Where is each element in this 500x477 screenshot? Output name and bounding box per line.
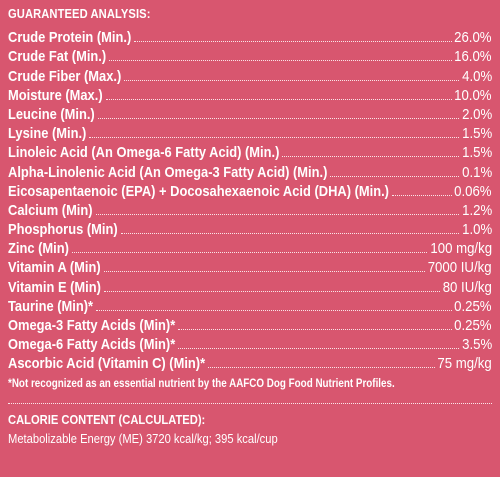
calorie-value: Metabolizable Energy (ME) 3720 kcal/kg; … [8,431,278,447]
calorie-heading: CALORIE CONTENT (CALCULATED): [8,412,206,428]
nutrient-row: Omega-6 Fatty Acids (Min)* 3.5% [8,335,492,354]
dot-leader [208,367,435,369]
nutrient-row: Vitamin A (Min) 7000 IU/kg [8,258,492,277]
nutrient-label: Linoleic Acid (An Omega-6 Fatty Acid) (M… [8,144,280,162]
nutrient-row: Calcium (Min) 1.2% [8,201,492,220]
nutrient-label: Phosphorus (Min) [8,221,118,239]
dot-leader [103,271,426,273]
dot-leader [330,175,459,177]
nutrient-value: 80 IU/kg [442,278,492,296]
nutrient-row: Zinc (Min) 100 mg/kg [8,239,492,258]
dot-leader [105,98,452,100]
section-divider [8,403,492,405]
dot-leader [89,137,459,139]
dot-leader [109,60,452,62]
dot-leader [178,329,452,330]
nutrient-label: Omega-6 Fatty Acids (Min)* [8,336,176,354]
nutrient-value: 1.0% [461,221,492,239]
nutrient-value: 75 mg/kg [437,355,492,373]
dot-leader [96,309,452,311]
nutrient-label: Lysine (Min.) [8,125,87,143]
nutrient-row: Alpha-Linolenic Acid (An Omega-3 Fatty A… [8,162,492,181]
nutrient-row: Lysine (Min.) 1.5% [8,124,492,143]
nutrient-value: 1.5% [461,125,492,143]
nutrient-label: Vitamin E (Min) [8,278,101,296]
nutrient-value: 3.5% [461,336,492,354]
nutrient-row: Crude Fiber (Max.) 4.0% [8,66,492,85]
nutrient-value: 4.0% [461,67,492,85]
nutrient-value: 1.2% [461,201,492,219]
dot-leader [103,290,440,292]
nutrient-label: Eicosapentaenoic (EPA) + Docosahexaenoic… [8,182,389,200]
dot-leader [134,41,452,43]
dot-leader [124,79,459,81]
nutrient-row: Ascorbic Acid (Vitamin C) (Min)* 75 mg/kg [8,354,492,373]
nutrient-label: Ascorbic Acid (Vitamin C) (Min)* [8,355,206,373]
nutrient-value: 100 mg/kg [430,240,492,258]
footnote: *Not recognized as an essential nutrient… [8,376,395,391]
nutrient-label: Calcium (Min) [8,201,93,219]
nutrient-value: 7000 IU/kg [428,259,492,277]
nutrient-value: 1.5% [461,144,492,162]
dot-leader [95,213,459,215]
dot-leader [120,233,459,235]
nutrient-label: Alpha-Linolenic Acid (An Omega-3 Fatty A… [8,163,328,181]
nutrient-row: Linoleic Acid (An Omega-6 Fatty Acid) (M… [8,143,492,162]
nutrient-row: Omega-3 Fatty Acids (Min)* 0.25% [8,316,492,335]
nutrient-label: Taurine (Min)* [8,297,94,315]
nutrient-row: Crude Protein (Min.) 26.0% [8,28,492,47]
nutrient-value: 10.0% [454,86,492,104]
nutrient-list: Crude Protein (Min.) 26.0% Crude Fat (Min.… [8,28,492,373]
nutrient-value: 0.1% [461,163,492,181]
nutrient-label: Crude Fiber (Max.) [8,67,122,85]
nutrient-value: 0.06% [454,182,492,200]
nutrient-label: Omega-3 Fatty Acids (Min)* [8,317,176,334]
nutrient-row: Leucine (Min.) 2.0% [8,105,492,124]
nutrient-label: Crude Protein (Min.) [8,29,132,47]
dot-leader [391,194,452,196]
nutrient-value: 0.25% [454,297,492,315]
dot-leader [71,252,428,254]
nutrient-label: Vitamin A (Min) [8,259,101,277]
nutrient-row: Taurine (Min)* 0.25% [8,297,492,316]
nutrient-value: 2.0% [461,105,492,123]
nutrient-row: Crude Fat (Min.) 16.0% [8,47,492,66]
dot-leader [97,117,459,119]
analysis-heading: GUARANTEED ANALYSIS: [8,6,151,21]
nutrient-value: 16.0% [454,48,492,66]
nutrient-value: 0.25% [454,317,492,334]
nutrient-label: Zinc (Min) [8,240,69,258]
nutrient-row: Vitamin E (Min) 80 IU/kg [8,277,492,296]
nutrient-value: 26.0% [454,29,492,47]
nutrient-row: Moisture (Max.) 10.0% [8,86,492,105]
nutrient-label: Leucine (Min.) [8,105,95,123]
dot-leader [282,156,459,158]
nutrient-row: Eicosapentaenoic (EPA) + Docosahexaenoic… [8,182,492,201]
dot-leader [178,348,459,350]
nutrient-label: Crude Fat (Min.) [8,48,107,66]
nutrient-row: Phosphorus (Min) 1.0% [8,220,492,239]
nutrient-label: Moisture (Max.) [8,86,103,104]
